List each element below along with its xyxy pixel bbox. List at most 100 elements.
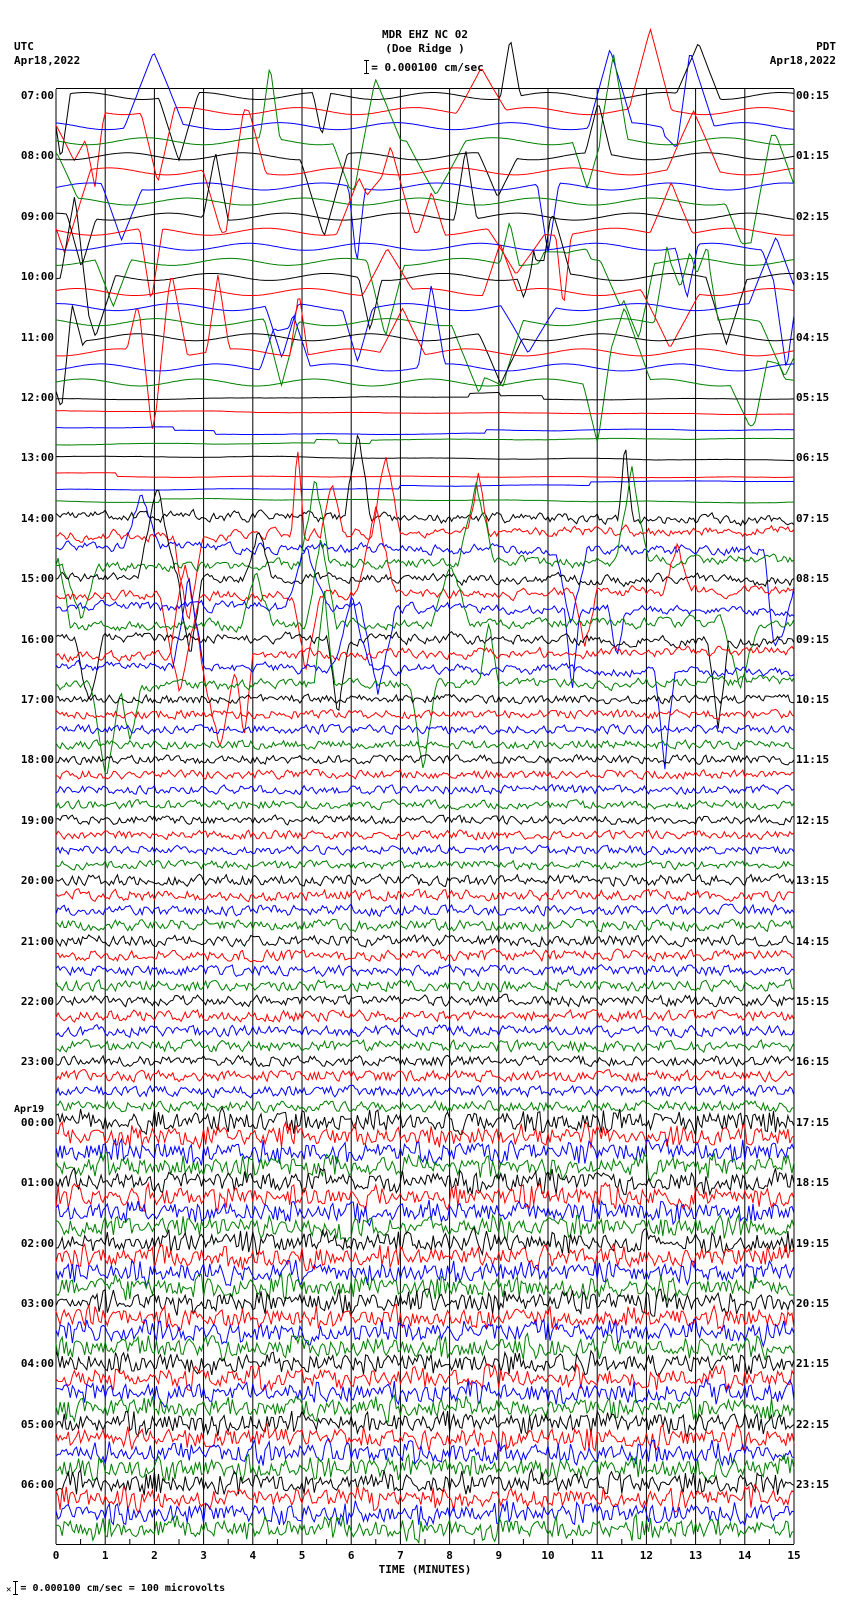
time-label-right: 21:15 xyxy=(796,1357,836,1370)
time-label-right: 23:15 xyxy=(796,1478,836,1491)
time-label-right: 03:15 xyxy=(796,270,836,283)
trace-line xyxy=(56,724,794,734)
trace-line xyxy=(56,1469,794,1495)
trace-line xyxy=(56,1183,794,1211)
trace-line xyxy=(56,1122,794,1148)
trace-line xyxy=(56,1215,794,1242)
x-axis-title: TIME (MINUTES) xyxy=(0,1563,850,1576)
time-label-right: 14:15 xyxy=(796,935,836,948)
trace-line xyxy=(56,1101,794,1113)
x-tick-label: 8 xyxy=(442,1549,458,1562)
time-label-right: 06:15 xyxy=(796,451,836,464)
traces-svg xyxy=(56,89,794,1544)
x-tick-label: 3 xyxy=(196,1549,212,1562)
time-label-left: 17:00 xyxy=(14,693,54,706)
trace-line xyxy=(56,740,794,750)
trace-line xyxy=(56,286,794,371)
trace-line xyxy=(56,466,794,618)
trace-line xyxy=(56,427,794,435)
trace-line xyxy=(56,1055,794,1066)
trace-line xyxy=(56,438,794,445)
time-label-right: 05:15 xyxy=(796,391,836,404)
trace-line xyxy=(56,1260,794,1286)
x-tick-label: 12 xyxy=(638,1549,654,1562)
time-label-right: 19:15 xyxy=(796,1237,836,1250)
time-label-left: 20:00 xyxy=(14,874,54,887)
time-label-left: 15:00 xyxy=(14,572,54,585)
date-right: Apr18,2022 xyxy=(770,54,836,67)
trace-line xyxy=(56,245,794,346)
plot-area xyxy=(56,88,794,1545)
time-label-left: 01:00 xyxy=(14,1176,54,1189)
trace-line xyxy=(56,1070,794,1082)
time-label-right: 02:15 xyxy=(796,210,836,223)
time-label-left: 04:00 xyxy=(14,1357,54,1370)
trace-line xyxy=(56,1010,794,1023)
trace-line xyxy=(56,919,794,932)
trace-line xyxy=(56,709,794,719)
trace-line xyxy=(56,1424,794,1451)
trace-line xyxy=(56,411,794,415)
time-label-right: 15:15 xyxy=(796,995,836,1008)
trace-line xyxy=(56,860,794,870)
time-label-left: 08:00 xyxy=(14,149,54,162)
time-label-left: 06:00 xyxy=(14,1478,54,1491)
time-label-right: 10:15 xyxy=(796,693,836,706)
time-label-right: 04:15 xyxy=(796,331,836,344)
trace-line xyxy=(56,1273,794,1300)
date-left: Apr18,2022 xyxy=(14,54,80,67)
x-tick-label: 4 xyxy=(245,1549,261,1562)
header: MDR EHZ NC 02 (Doe Ridge ) = 0.000100 cm… xyxy=(0,0,850,74)
scale-bar-icon xyxy=(366,60,367,74)
trace-line xyxy=(56,994,794,1007)
trace-line xyxy=(56,1025,794,1038)
station-code: MDR EHZ NC 02 xyxy=(0,28,850,42)
time-label-right: 20:15 xyxy=(796,1297,836,1310)
trace-line xyxy=(56,800,794,810)
time-label-right: 11:15 xyxy=(796,753,836,766)
trace-line xyxy=(56,392,794,399)
trace-line xyxy=(56,473,794,478)
time-label-right: 01:15 xyxy=(796,149,836,162)
x-tick-label: 10 xyxy=(540,1549,556,1562)
time-label-left: 23:00 xyxy=(14,1055,54,1068)
trace-line xyxy=(56,935,794,947)
time-label-left: 05:00 xyxy=(14,1418,54,1431)
seismogram-container: MDR EHZ NC 02 (Doe Ridge ) = 0.000100 cm… xyxy=(0,0,850,1613)
trace-line xyxy=(56,275,794,429)
time-label-right: 16:15 xyxy=(796,1055,836,1068)
time-label-left: 10:00 xyxy=(14,270,54,283)
footer: ✕ = 0.000100 cm/sec = 100 microvolts xyxy=(6,1581,225,1595)
x-tick-label: 7 xyxy=(392,1549,408,1562)
x-tick-label: 5 xyxy=(294,1549,310,1562)
trace-line xyxy=(56,815,794,825)
time-label-left: 09:00 xyxy=(14,210,54,223)
time-label-right: 07:15 xyxy=(796,512,836,525)
trace-line xyxy=(56,591,794,773)
x-tick-label: 6 xyxy=(343,1549,359,1562)
trace-line xyxy=(56,964,794,976)
trace-line xyxy=(56,889,794,902)
trace-line xyxy=(56,247,794,392)
station-name: (Doe Ridge ) xyxy=(0,42,850,56)
time-label-right: 12:15 xyxy=(796,814,836,827)
time-label-right: 18:15 xyxy=(796,1176,836,1189)
time-label-left: 13:00 xyxy=(14,451,54,464)
trace-line xyxy=(56,845,794,855)
trace-line xyxy=(56,1085,794,1097)
x-tick-label: 1 xyxy=(97,1549,113,1562)
trace-line xyxy=(56,238,794,361)
time-label-right: 09:15 xyxy=(796,633,836,646)
trace-line xyxy=(56,979,794,992)
time-label-right: 13:15 xyxy=(796,874,836,887)
trace-line xyxy=(56,309,794,442)
scale-label: = 0.000100 cm/sec xyxy=(371,61,484,74)
time-label-left: 02:00 xyxy=(14,1237,54,1250)
time-label-right: 22:15 xyxy=(796,1418,836,1431)
time-label-left: 03:00 xyxy=(14,1297,54,1310)
tz-left: UTC xyxy=(14,40,34,53)
trace-line xyxy=(56,874,794,887)
trace-line xyxy=(56,499,794,503)
trace-line xyxy=(56,785,794,795)
tz-right: PDT xyxy=(816,40,836,53)
